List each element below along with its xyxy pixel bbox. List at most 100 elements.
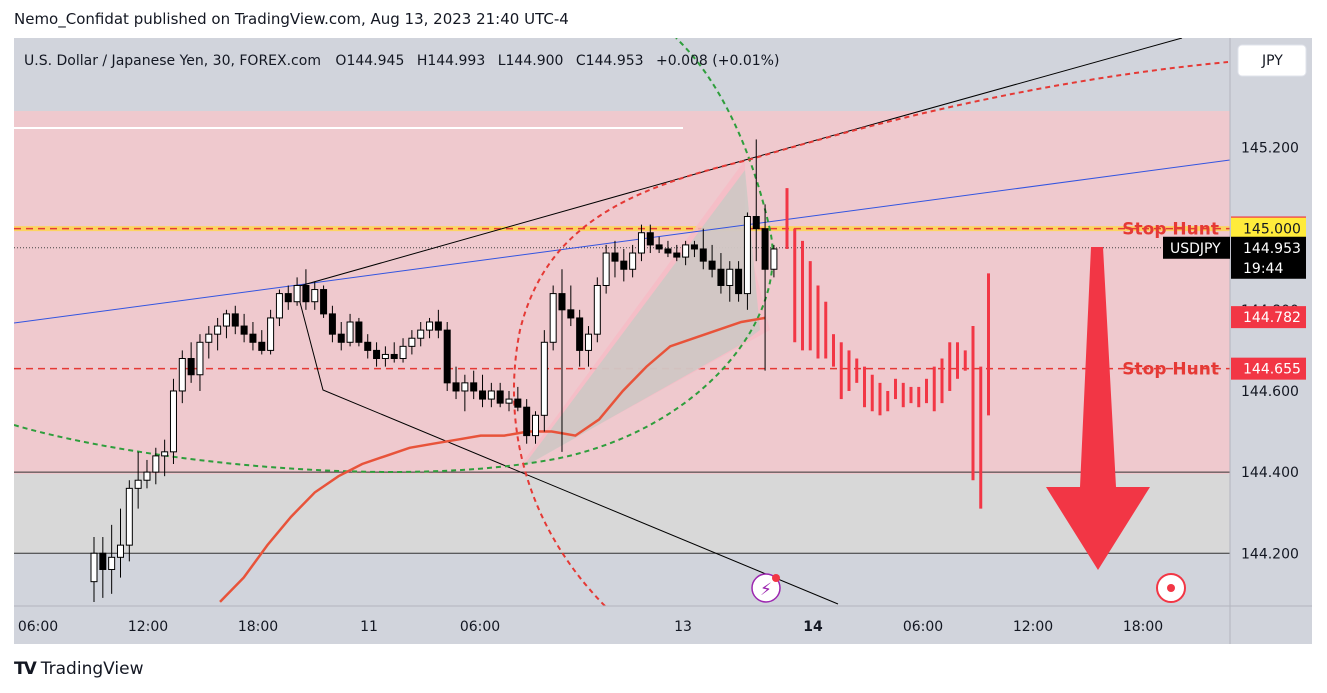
candle-body [637,232,645,254]
candle-body [293,284,301,303]
candle-body [161,451,169,457]
candle-body [417,329,425,339]
time-tick: 06:00 [903,619,943,635]
candle-body [479,390,487,400]
candle-body [567,309,575,319]
time-axis[interactable]: 06:00 12:00 18:00 11 06:00 13 14 06:00 12:00 18:0… [18,619,1163,635]
candle-body [549,293,557,343]
target-marker[interactable] [1156,573,1186,603]
candle-body [682,244,690,258]
pink-zone [14,111,1230,475]
candle-body [284,293,292,303]
price-badge-label: 144.655 [1243,362,1301,378]
candle-body [620,260,628,270]
candle-body [443,329,451,384]
candle-body [390,353,398,360]
price-tick: 144.400 [1241,465,1299,481]
candle-body [655,244,663,250]
time-tick: 13 [674,619,692,635]
candle-body [708,260,716,270]
price-tick: 144.600 [1241,384,1299,400]
candle-body [735,268,743,295]
candle-body [576,317,584,351]
currency-button-label: JPY [1261,53,1283,69]
legend-low: 144.900 [506,53,564,69]
candle-body [125,487,133,546]
candle-body [108,556,116,570]
time-tick: 12:00 [128,619,168,635]
candle-body [222,313,230,327]
candle-body [364,341,372,351]
candle-body [470,382,478,392]
green-dashed-curve [14,38,774,473]
candle-body [646,232,654,246]
price-tick: 144.200 [1241,546,1299,562]
candle-body [143,471,151,481]
candle-body [381,353,389,360]
candle-body [673,252,681,258]
candle-body [275,293,283,319]
candles [90,139,778,602]
candle-body [690,244,698,250]
legend: U.S. Dollar / Japanese Yen, 30, FOREX.co… [24,53,779,69]
tradingview-logo[interactable]: TV TradingView [14,659,143,679]
candle-body [602,252,610,286]
candle-body [302,284,310,303]
time-tick: 06:00 [460,619,500,635]
time-tick: 14 [803,619,823,635]
legend-l-label: L [498,53,506,69]
candle-body [320,289,328,315]
grey-zone [14,474,1230,554]
candle-body [752,216,760,230]
candle-body [743,216,751,295]
price-tick: 145.200 [1241,141,1299,157]
candle-body [505,398,513,404]
tradingview-icon: TV [14,659,37,679]
candle-body [152,455,160,473]
candle-body [311,289,319,303]
candle-body [426,321,434,331]
candle-body [205,333,213,343]
candle-body [664,248,672,254]
candle-body [258,341,266,351]
candle-body [434,321,442,331]
time-tick: 11 [360,619,378,635]
price-badge [1231,217,1306,240]
candle-body [532,414,539,437]
candle-body [558,293,566,311]
candle-body [540,341,548,416]
lightning-marker[interactable]: ⚡ [751,573,781,603]
candle-body [267,317,275,351]
legend-c-label: C [576,53,586,69]
legend-symbol: U.S. Dollar / Japanese Yen, 30, FOREX.co… [24,53,321,69]
candle-body [169,390,177,453]
legend-close: 144.953 [586,53,644,69]
time-tick: 06:00 [18,619,58,635]
stop-hunt-upper-label: Stop Hunt [1122,220,1219,240]
current-price-badge [1231,236,1306,279]
candle-body [523,406,531,437]
target-icon [1167,584,1175,592]
price-badge [1231,306,1306,329]
countdown-label: 19:44 [1243,261,1283,277]
candle-body [214,325,222,335]
candle-body [355,321,363,343]
candle-body [196,341,204,376]
brand-name: TradingView [40,659,144,679]
candle-body [496,390,504,404]
candle-body [461,382,469,392]
candle-body [770,248,778,270]
candle-body [231,313,239,327]
legend-h-label: H [417,53,428,69]
candle-body [726,268,734,286]
candle-body [593,284,601,335]
moving-average-line [219,316,766,603]
publisher-line: Nemo_Confidat published on TradingView.c… [14,10,569,28]
candle-body [452,382,460,392]
lower-black-trendline [295,286,839,605]
time-tick: 18:00 [1123,619,1163,635]
price-badge [1231,357,1306,380]
blue-trendline [14,159,1230,324]
currency-button[interactable]: JPY [1237,44,1307,77]
